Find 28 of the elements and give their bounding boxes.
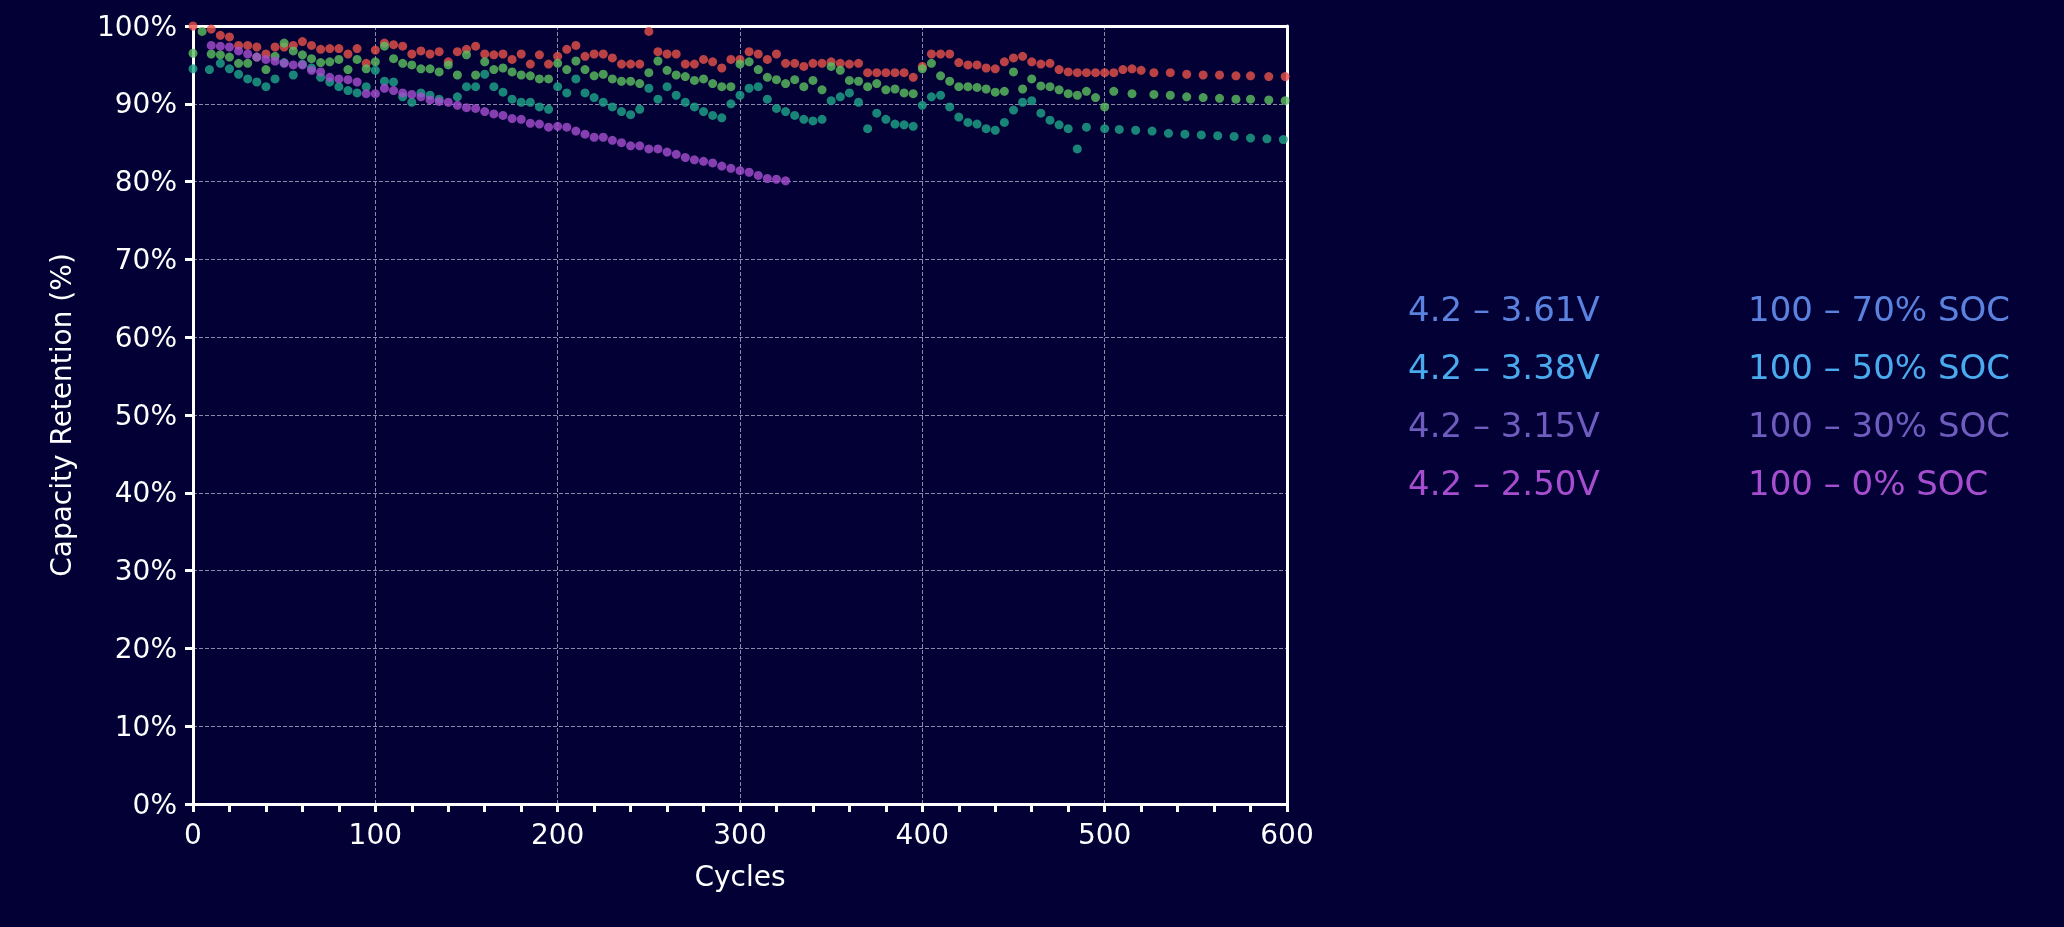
y-tick-label: 0% (132, 787, 177, 821)
text: 100 – 50% SOC (1748, 347, 2010, 387)
x-tick-label: 600 (1260, 817, 1314, 851)
x-tick-label: 200 (530, 817, 585, 851)
x-tick-label: 400 (895, 817, 950, 851)
x-tick-label: 0 (184, 817, 202, 851)
text: 4.2 – 2.50V (1408, 463, 1600, 503)
y-tick-label: 70% (114, 242, 177, 276)
y-tick-label: 50% (114, 398, 177, 432)
x-tick-label: 100 (348, 817, 403, 851)
text: 4.2 – 3.61V (1408, 289, 1600, 329)
x-tick-label: 500 (1077, 817, 1132, 851)
y-tick-label: 30% (114, 554, 177, 588)
x-axis-title: Cycles (694, 859, 786, 893)
y-tick-label: 40% (114, 476, 177, 510)
y-tick-label: 100% (96, 9, 177, 43)
y-tick-label: 10% (114, 709, 177, 743)
y-tick-label: 90% (114, 87, 177, 121)
y-tick-label: 80% (114, 165, 177, 199)
text: 100 – 70% SOC (1748, 289, 2010, 329)
text: 100 – 30% SOC (1748, 405, 2010, 445)
x-tick-label: 300 (713, 817, 767, 851)
y-tick-label: 20% (114, 631, 177, 665)
text: 4.2 – 3.15V (1408, 405, 1600, 445)
text: 4.2 – 3.38V (1408, 347, 1600, 387)
y-tick-label: 60% (114, 320, 177, 354)
y-axis-title: Capacity Retention (%) (44, 253, 78, 577)
text: 100 – 0% SOC (1748, 463, 1989, 503)
